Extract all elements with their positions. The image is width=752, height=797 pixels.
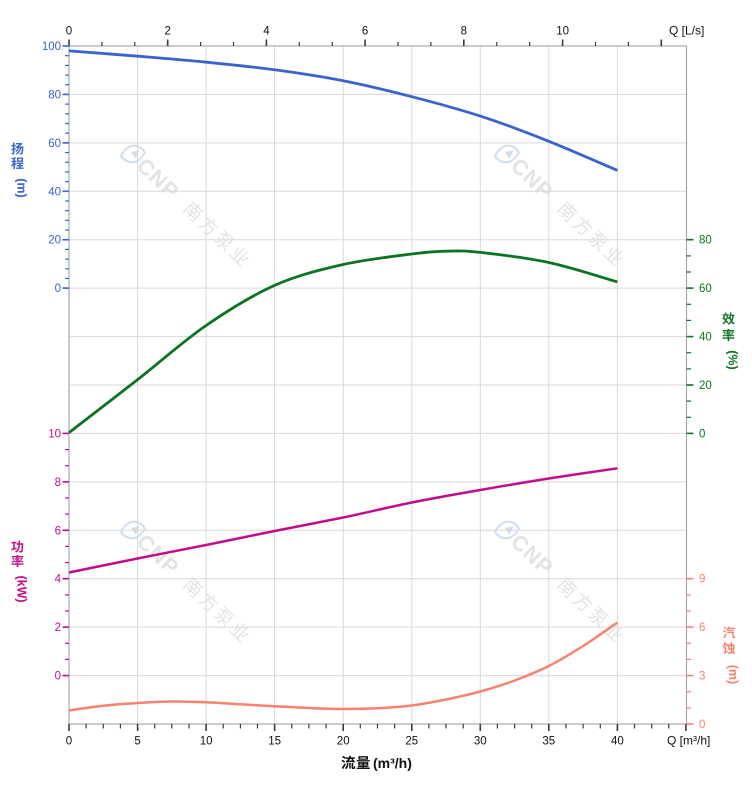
svg-text:35: 35	[542, 736, 555, 748]
svg-text:40: 40	[611, 736, 624, 748]
svg-text:60: 60	[699, 283, 712, 295]
svg-text:0: 0	[55, 283, 61, 295]
svg-text:10: 10	[556, 26, 569, 38]
svg-text:0: 0	[699, 428, 705, 440]
svg-text:3: 3	[699, 671, 705, 683]
svg-text:80: 80	[48, 89, 61, 101]
svg-text:25: 25	[405, 736, 418, 748]
svg-text:80: 80	[699, 235, 712, 247]
svg-text:8: 8	[461, 26, 467, 38]
svg-text:40: 40	[48, 186, 61, 198]
svg-text:0: 0	[66, 26, 72, 38]
svg-text:15: 15	[268, 736, 281, 748]
svg-text:20: 20	[48, 235, 61, 247]
svg-text:0: 0	[55, 671, 61, 683]
svg-text:60: 60	[48, 138, 61, 150]
svg-text:8: 8	[55, 477, 61, 489]
svg-text:6: 6	[699, 622, 705, 634]
svg-text:4: 4	[55, 574, 62, 586]
svg-text:5: 5	[134, 736, 140, 748]
svg-text:Q [L/s]: Q [L/s]	[669, 24, 704, 38]
svg-text:10: 10	[48, 428, 61, 440]
svg-text:(m): (m)	[726, 665, 740, 684]
svg-text:4: 4	[263, 26, 270, 38]
svg-text:100: 100	[42, 41, 61, 53]
svg-text:(m³/h): (m³/h)	[373, 755, 412, 771]
svg-text:(kW): (kW)	[15, 575, 29, 602]
svg-text:0: 0	[66, 736, 72, 748]
svg-text:2: 2	[55, 622, 61, 634]
svg-text:30: 30	[474, 736, 487, 748]
svg-text:(m): (m)	[15, 178, 29, 197]
svg-text:6: 6	[55, 525, 61, 537]
svg-text:9: 9	[699, 574, 705, 586]
svg-text:20: 20	[699, 380, 712, 392]
svg-text:20: 20	[337, 736, 350, 748]
svg-text:40: 40	[699, 332, 712, 344]
svg-text:6: 6	[362, 26, 368, 38]
svg-text:(%): (%)	[726, 350, 740, 369]
svg-text:10: 10	[200, 736, 213, 748]
svg-text:2: 2	[164, 26, 170, 38]
svg-text:0: 0	[699, 719, 705, 731]
svg-text:Q [m³/h]: Q [m³/h]	[667, 734, 710, 748]
